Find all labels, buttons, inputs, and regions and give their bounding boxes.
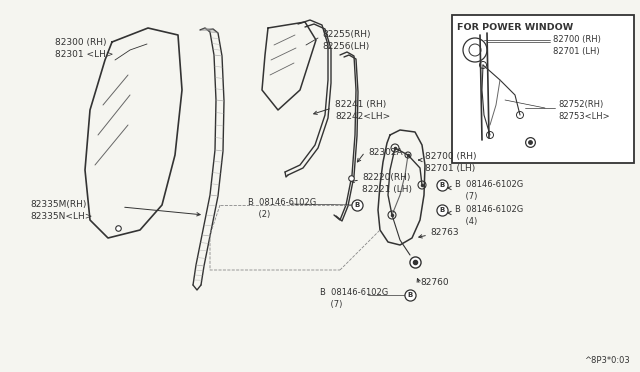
Text: 82700 (RH)
82701 (LH): 82700 (RH) 82701 (LH) bbox=[425, 152, 477, 173]
Text: 82255(RH)
82256(LH): 82255(RH) 82256(LH) bbox=[322, 30, 371, 51]
Text: B: B bbox=[408, 292, 413, 298]
Text: B  08146-6102G
    (7): B 08146-6102G (7) bbox=[320, 288, 388, 309]
Text: 82241 (RH)
82242<LH>: 82241 (RH) 82242<LH> bbox=[335, 100, 390, 121]
Text: B: B bbox=[440, 207, 445, 213]
Text: 82700 (RH)
82701 (LH): 82700 (RH) 82701 (LH) bbox=[553, 35, 601, 56]
Text: B  08146-6102G
    (2): B 08146-6102G (2) bbox=[248, 198, 316, 219]
Text: B  08146-6102G
    (4): B 08146-6102G (4) bbox=[455, 205, 524, 226]
Text: 82300 (RH)
82301 <LH>: 82300 (RH) 82301 <LH> bbox=[55, 38, 113, 59]
Text: 82335M(RH)
82335N<LH>: 82335M(RH) 82335N<LH> bbox=[30, 200, 92, 221]
Text: 82220(RH)
82221 (LH): 82220(RH) 82221 (LH) bbox=[362, 173, 412, 194]
Text: FOR POWER WINDOW: FOR POWER WINDOW bbox=[457, 23, 573, 32]
Text: B  08146-6102G
    (7): B 08146-6102G (7) bbox=[455, 180, 524, 201]
Text: 82760: 82760 bbox=[420, 278, 449, 287]
Bar bbox=[452, 15, 634, 163]
Text: 82302A: 82302A bbox=[368, 148, 403, 157]
Text: 82763: 82763 bbox=[430, 228, 459, 237]
Text: ^8P3*0:03: ^8P3*0:03 bbox=[584, 356, 630, 365]
Text: B: B bbox=[355, 202, 360, 208]
Text: B: B bbox=[440, 182, 445, 188]
Text: 82752(RH)
82753<LH>: 82752(RH) 82753<LH> bbox=[558, 100, 610, 121]
